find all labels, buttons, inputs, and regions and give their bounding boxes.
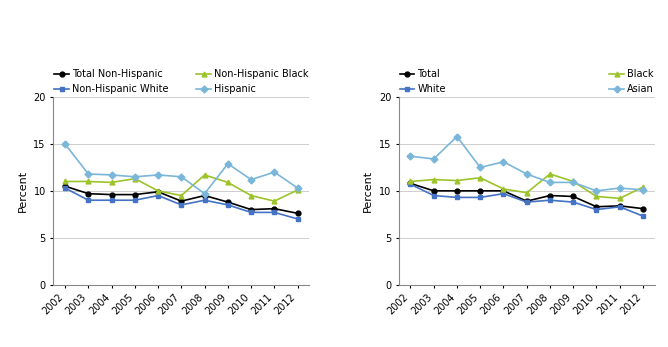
- Y-axis label: Percent: Percent: [18, 170, 28, 212]
- Y-axis label: Percent: Percent: [363, 170, 373, 212]
- Legend: Total Non-Hispanic, Non-Hispanic White, Non-Hispanic Black, Hispanic: Total Non-Hispanic, Non-Hispanic White, …: [53, 68, 309, 95]
- Legend: Total, White, Black, Asian: Total, White, Black, Asian: [399, 68, 655, 95]
